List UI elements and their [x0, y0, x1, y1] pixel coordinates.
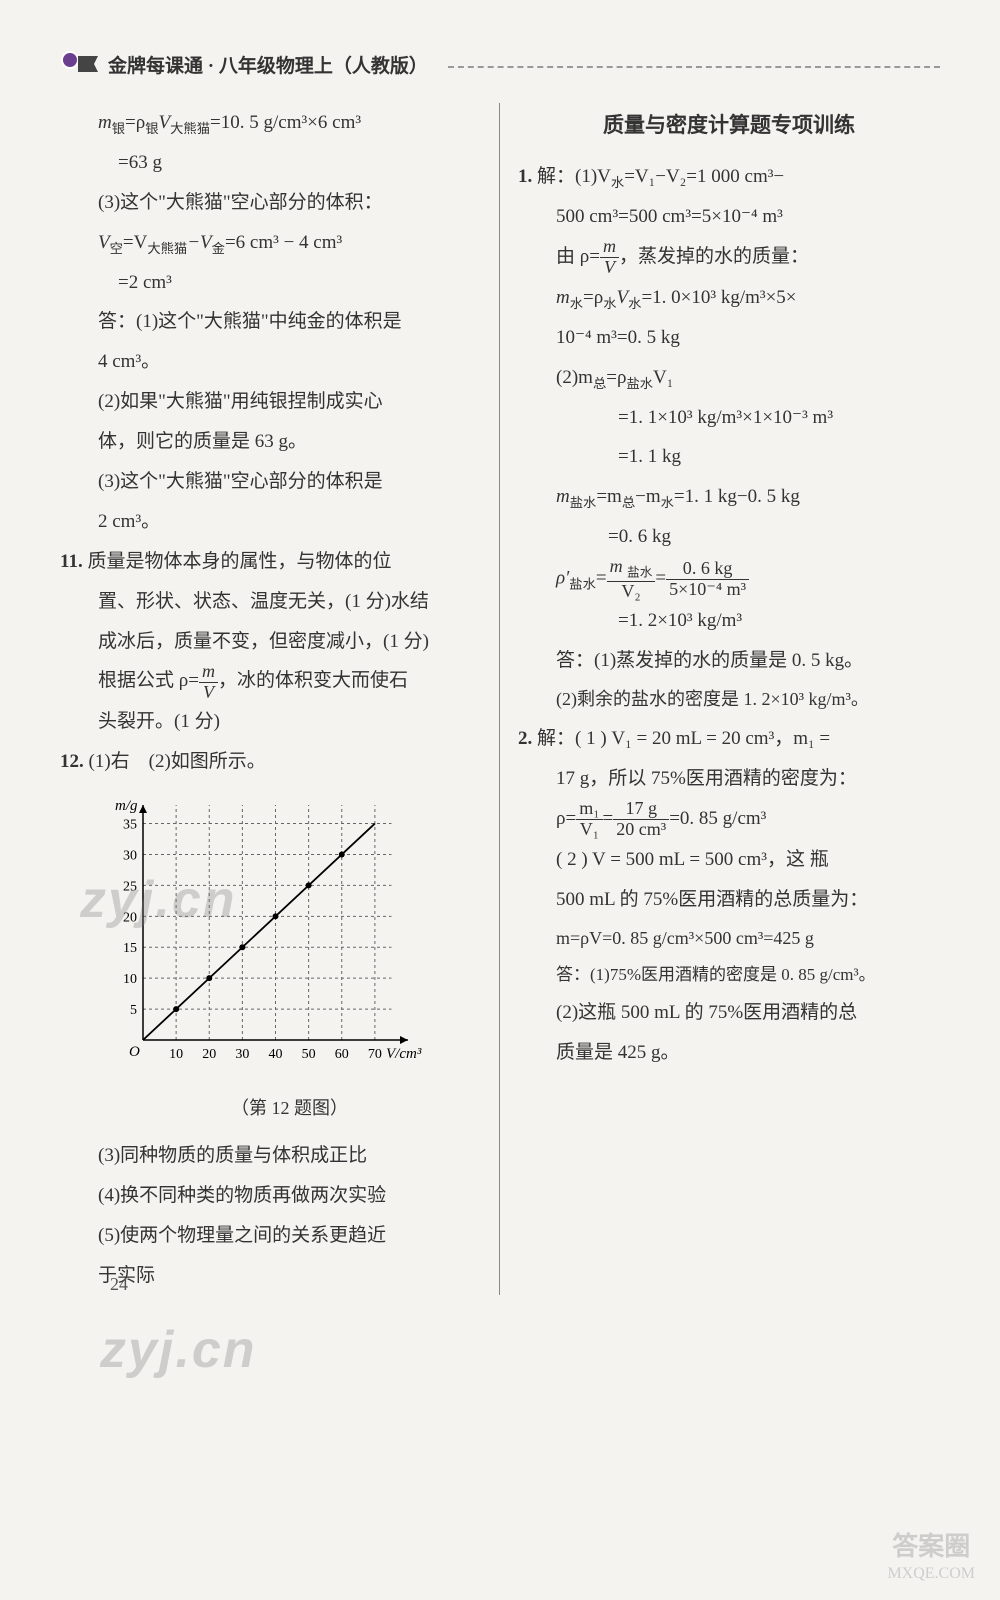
svg-text:5: 5: [130, 1003, 137, 1018]
q12-line4: (4)换不同种类的物质再做两次实验: [60, 1176, 481, 1216]
r7: =1. 1×10³ kg/m³×1×10⁻³ m³: [518, 398, 940, 438]
q11: 11. 质量是物体本身的属性，与物体的位: [60, 542, 481, 582]
svg-text:50: 50: [302, 1047, 316, 1062]
r5: 10⁻⁴ m³=0. 5 kg: [518, 318, 940, 358]
left-column: m银=ρ银V大熊猫=10. 5 g/cm³×6 cm³ =63 g (3)这个"…: [60, 103, 500, 1295]
svg-text:20: 20: [123, 911, 137, 926]
svg-text:30: 30: [235, 1047, 249, 1062]
ans1a: 答：(1)这个"大熊猫"中纯金的体积是: [60, 302, 481, 342]
svg-text:V/cm³: V/cm³: [386, 1046, 422, 1062]
rq2-number: 2.: [518, 728, 532, 749]
chart-container: 10 20 30 40 50 60 70 5 10 15 20 25 30 35 m/g V/cm³ O （第 …: [60, 790, 481, 1128]
header-title: 金牌每课通 · 八年级物理上（人教版）: [108, 51, 428, 78]
mass-volume-chart: 10 20 30 40 50 60 70 5 10 15 20 25 30 35 m/g V/cm³ O: [98, 790, 438, 1070]
r9: m盐水=m总−m水=1. 1 kg−0. 5 kg: [518, 477, 940, 517]
r10: =0. 6 kg: [518, 517, 940, 557]
svg-text:15: 15: [123, 941, 137, 956]
ans2a: (2)如果"大熊猫"用纯银捏制成实心: [60, 382, 481, 422]
r3: 由 ρ=mV，蒸发掉的水的质量：: [518, 237, 940, 278]
q11-line4: 根据公式 ρ=mV，冰的体积变大而使石: [60, 661, 481, 702]
r21: 答：(1)75%医用酒精的密度是 0. 85 g/cm³。: [518, 957, 940, 993]
ans1b: 4 cm³。: [60, 342, 481, 382]
svg-text:35: 35: [123, 818, 137, 833]
corner-watermark: 答案圈 MXQE.COM: [887, 1530, 975, 1585]
watermark-2: zyj.cn: [100, 1320, 257, 1380]
header-divider: [448, 66, 940, 68]
svg-text:25: 25: [123, 880, 137, 895]
r18: ( 2 ) V = 500 mL = 500 cm³，这 瓶: [518, 840, 940, 880]
r23: 质量是 425 g。: [518, 1033, 940, 1073]
q11-line2: 置、形状、状态、温度无关，(1 分)水结: [60, 582, 481, 622]
ans2b: 体，则它的质量是 63 g。: [60, 422, 481, 462]
r12: =1. 2×10³ kg/m³: [518, 601, 940, 641]
ribbon-icon: [60, 50, 100, 78]
q12-line1: (1)右 (2)如图所示。: [89, 751, 266, 772]
r20: m=ρV=0. 85 g/cm³×500 cm³=425 g: [518, 920, 940, 958]
svg-text:10: 10: [123, 972, 137, 987]
svg-text:70: 70: [368, 1047, 382, 1062]
rq2: 2. 解：( 1 ) V₁ = 20 mL = 20 cm³，m₁ =: [518, 719, 940, 759]
svg-text:O: O: [129, 1044, 140, 1060]
q12-line3: (3)同种物质的质量与体积成正比: [60, 1136, 481, 1176]
svg-text:20: 20: [202, 1047, 216, 1062]
r19: 500 mL 的 75%医用酒精的总质量为：: [518, 880, 940, 920]
q11-line5: 头裂开。(1 分): [60, 702, 481, 742]
r2: 500 cm³=500 cm³=5×10⁻⁴ m³: [518, 197, 940, 237]
r11: ρ′盐水=m 盐水V₂=0. 6 kg5×10⁻⁴ m³: [518, 557, 940, 601]
section-title: 质量与密度计算题专项训练: [518, 103, 940, 147]
page-number: 24: [110, 1274, 128, 1295]
eq-silver-mass: m银=ρ银V大熊猫=10. 5 g/cm³×6 cm³: [60, 103, 481, 143]
page: 金牌每课通 · 八年级物理上（人教版） m银=ρ银V大熊猫=10. 5 g/cm…: [0, 0, 1000, 1325]
rq1: 1. 解：(1)V水=V₁−V₂=1 000 cm³−: [518, 157, 940, 197]
ans3a: (3)这个"大熊猫"空心部分的体积是: [60, 462, 481, 502]
q12: 12. (1)右 (2)如图所示。: [60, 742, 481, 782]
q11-line1: 质量是物体本身的属性，与物体的位: [87, 551, 391, 572]
r16: 17 g，所以 75%医用酒精的密度为：: [518, 759, 940, 799]
r13: 答：(1)蒸发掉的水的质量是 0. 5 kg。: [518, 641, 940, 681]
q3-text: (3)这个"大熊猫"空心部分的体积：: [60, 183, 481, 223]
q12-line5: (5)使两个物理量之间的关系更趋近: [60, 1216, 481, 1256]
r6: (2)m总=ρ盐水V₁: [518, 358, 940, 398]
r4: m水=ρ水V水=1. 0×10³ kg/m³×5×: [518, 278, 940, 318]
q11-line3: 成冰后，质量不变，但密度减小，(1 分): [60, 622, 481, 662]
svg-text:60: 60: [335, 1047, 349, 1062]
r22: (2)这瓶 500 mL 的 75%医用酒精的总: [518, 993, 940, 1033]
chart-caption: （第 12 题图）: [98, 1090, 481, 1128]
ans3b: 2 cm³。: [60, 502, 481, 542]
eq-volume-result: =2 cm³: [60, 263, 481, 303]
content-columns: m银=ρ银V大熊猫=10. 5 g/cm³×6 cm³ =63 g (3)这个"…: [60, 103, 940, 1295]
rq1-number: 1.: [518, 166, 532, 187]
r17: ρ=m₁V₁=17 g20 cm³=0. 85 g/cm³: [518, 799, 940, 840]
q12-number: 12.: [60, 751, 84, 772]
eq-silver-result: =63 g: [60, 143, 481, 183]
svg-text:30: 30: [123, 849, 137, 864]
r8: =1. 1 kg: [518, 437, 940, 477]
q11-number: 11.: [60, 551, 83, 572]
svg-text:40: 40: [269, 1047, 283, 1062]
r14: (2)剩余的盐水的密度是 1. 2×10³ kg/m³。: [518, 681, 940, 719]
svg-text:m/g: m/g: [115, 798, 138, 814]
svg-text:10: 10: [169, 1047, 183, 1062]
eq-volume-empty: V空=V大熊猫−V金=6 cm³ − 4 cm³: [60, 223, 481, 263]
page-header: 金牌每课通 · 八年级物理上（人教版）: [60, 50, 940, 78]
right-column: 质量与密度计算题专项训练 1. 解：(1)V水=V₁−V₂=1 000 cm³−…: [500, 103, 940, 1295]
